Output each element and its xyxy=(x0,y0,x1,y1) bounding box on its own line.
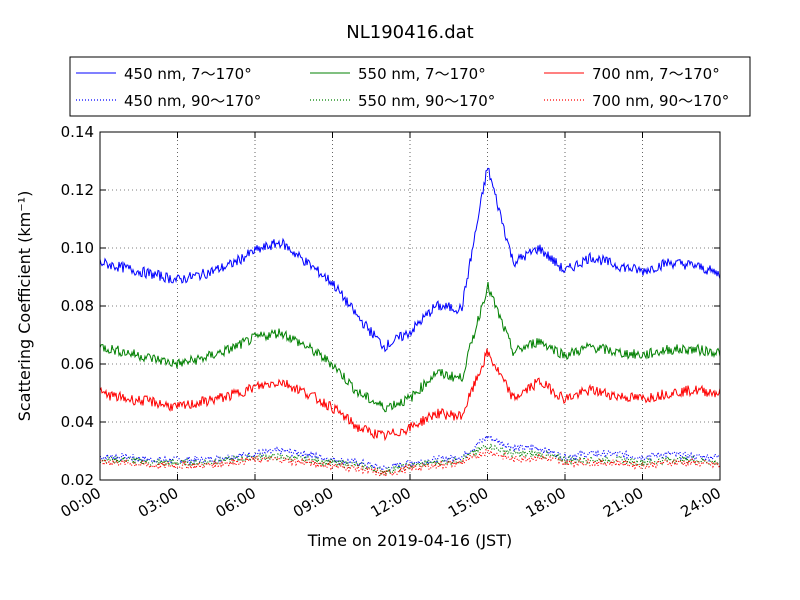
legend-label: 700 nm, 90～170° xyxy=(592,92,729,110)
legend-label: 450 nm, 90～170° xyxy=(124,92,261,110)
y-tick-label: 0.02 xyxy=(61,471,94,489)
x-tick-label: 12:00 xyxy=(368,484,414,521)
series-line xyxy=(99,448,721,478)
x-tick-label: 18:00 xyxy=(523,484,569,521)
legend-box xyxy=(69,56,751,117)
legend-label: 450 nm, 7～170° xyxy=(124,65,252,83)
legend-label: 550 nm, 90～170° xyxy=(358,92,495,110)
y-tick-label: 0.06 xyxy=(61,355,94,373)
legend-label: 550 nm, 7～170° xyxy=(358,65,486,83)
x-tick-label: 09:00 xyxy=(290,484,336,521)
y-tick-label: 0.12 xyxy=(61,181,94,199)
legend-label: 700 nm, 7～170° xyxy=(592,65,720,83)
x-tick-label: 15:00 xyxy=(445,484,491,521)
series-line xyxy=(99,348,721,442)
y-tick-label: 0.08 xyxy=(61,297,94,315)
x-axis-label: Time on 2019-04-16 (JST) xyxy=(307,531,512,550)
x-tick-label: 24:00 xyxy=(678,484,724,521)
x-tick-label: 06:00 xyxy=(213,484,259,521)
x-tick-label: 03:00 xyxy=(135,484,181,521)
y-tick-label: 0.14 xyxy=(61,123,94,141)
x-tick-label: 21:00 xyxy=(600,484,646,521)
series-line xyxy=(99,167,721,353)
y-tick-label: 0.04 xyxy=(61,413,94,431)
y-tick-label: 0.10 xyxy=(61,239,94,257)
chart-title: NL190416.dat xyxy=(346,22,473,43)
series-lines xyxy=(99,167,721,478)
chart-legend: 450 nm, 7～170° 550 nm, 7～170° 700 nm, 7～17… xyxy=(69,56,751,117)
series-line xyxy=(99,433,721,472)
grid-lines xyxy=(100,132,720,480)
series-line xyxy=(99,282,721,413)
x-tick-label: 00:00 xyxy=(58,484,104,521)
y-axis-label: Scattering Coefficient (km⁻¹) xyxy=(15,191,34,422)
